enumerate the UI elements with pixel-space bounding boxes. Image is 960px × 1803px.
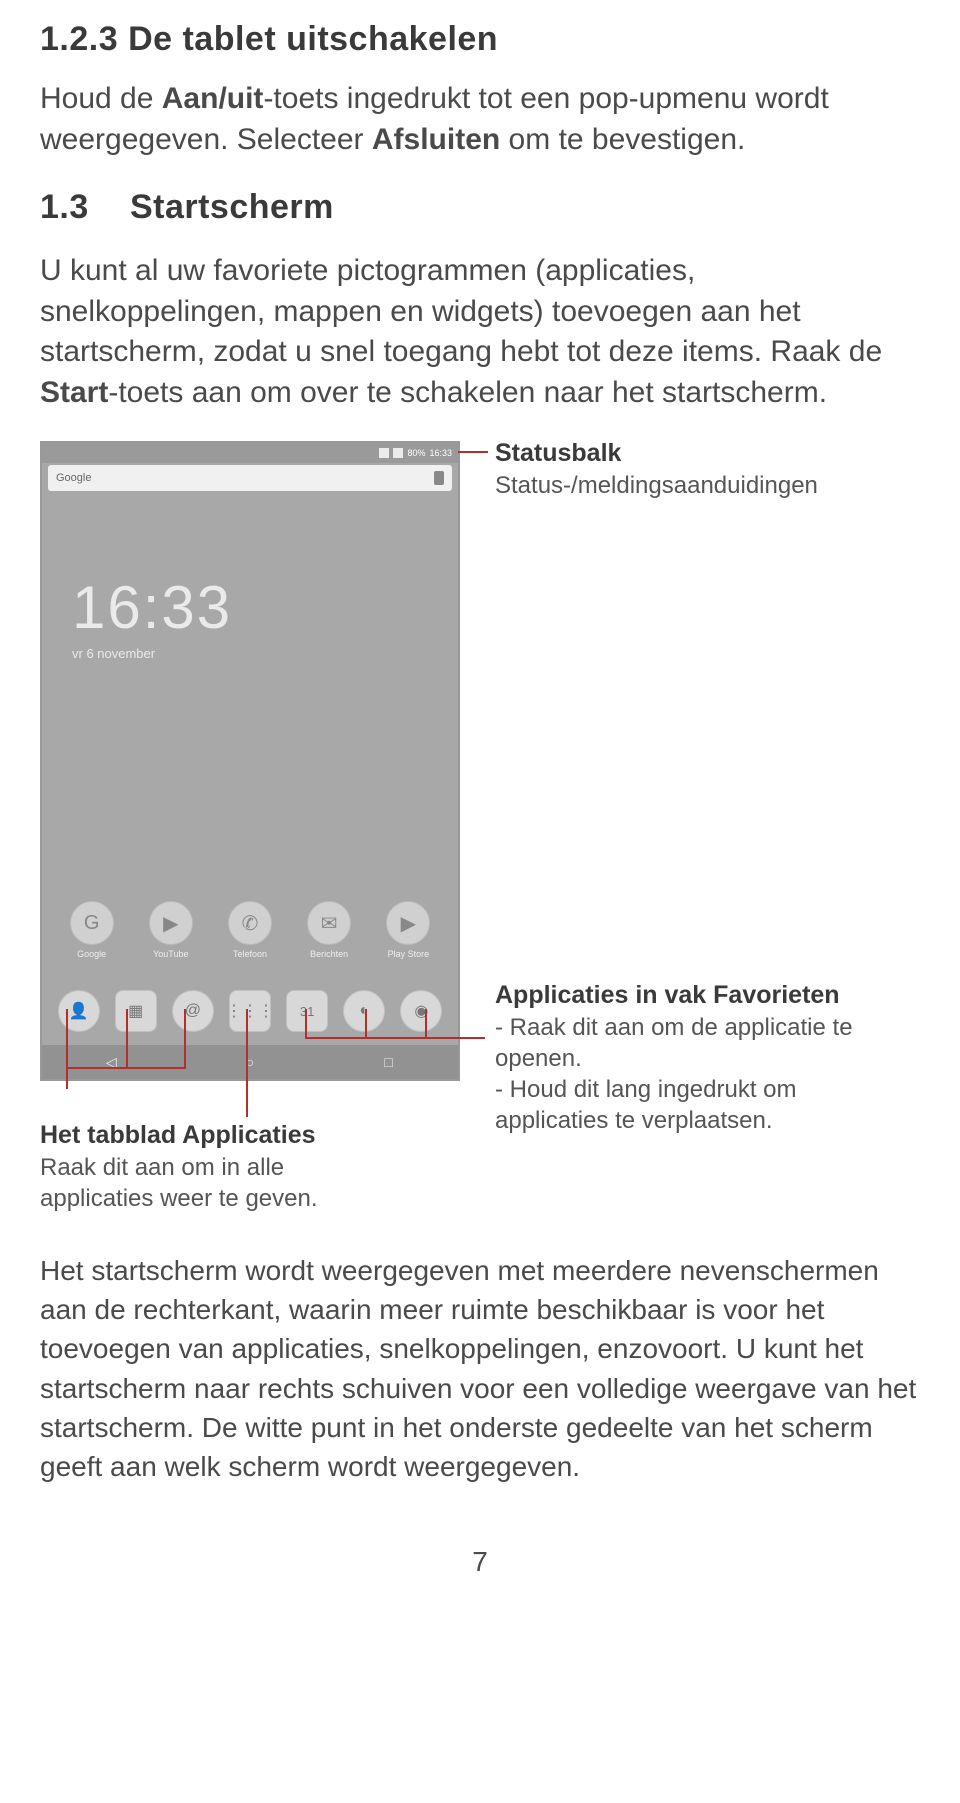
signal-icon <box>393 448 403 458</box>
leader-line <box>66 1009 68 1069</box>
nav-bar: ◁ ○ □ <box>42 1045 458 1079</box>
leader-line <box>246 1009 248 1117</box>
google-label: Google <box>56 472 91 484</box>
wifi-icon <box>379 448 389 458</box>
fav-app-icon[interactable]: ▦ <box>115 990 157 1032</box>
leader-line <box>458 451 488 453</box>
status-bar: 80% 16:33 <box>42 443 458 463</box>
shortcut-label: Google <box>77 949 106 959</box>
heading-title: Startscherm <box>130 188 334 226</box>
homescreen-diagram: 80% 16:33 Google 16:33 vr 6 november G Go… <box>40 441 920 1221</box>
clock-widget: 16:33 vr 6 november <box>72 573 232 661</box>
clock-time: 16:33 <box>72 573 232 642</box>
leader-line <box>126 1009 128 1069</box>
leader-line <box>66 1067 186 1069</box>
shortcut-label: YouTube <box>153 949 188 959</box>
text-bold: Start <box>40 376 108 409</box>
footer-para: Het startscherm wordt weergegeven met me… <box>40 1251 920 1486</box>
shortcut-row: G Google ▶ YouTube ✆ Telefoon ✉ Berichten ▶ P… <box>42 901 458 959</box>
shortcut-item[interactable]: G Google <box>70 901 114 959</box>
shortcut-label: Berichten <box>310 949 348 959</box>
text-bold: Afsluiten <box>372 123 500 156</box>
app-icon: ✉ <box>307 901 351 945</box>
app-icon: ▶ <box>386 901 430 945</box>
callout-favtray: Applicaties in vak Favorieten - Raak dit… <box>495 979 915 1136</box>
leader-line <box>184 1009 186 1069</box>
heading-1-2-3: 1.2.3 De tablet uitschakelen <box>40 20 920 59</box>
heading-num: 1.3 <box>40 188 120 227</box>
recent-button[interactable]: □ <box>381 1054 397 1070</box>
home-button[interactable]: ○ <box>242 1054 258 1070</box>
callout-appstab: Het tabblad Applicaties Raak dit aan om … <box>40 1119 400 1214</box>
google-search-bar[interactable]: Google <box>48 465 452 491</box>
para-1-3: U kunt al uw favoriete pictogrammen (app… <box>40 251 920 413</box>
fav-app-icon[interactable]: ◉ <box>400 990 442 1032</box>
shortcut-label: Play Store <box>388 949 430 959</box>
favorites-tray: 👤 ▦ @ ⋮⋮⋮ 31 ◐ ◉ <box>42 981 458 1041</box>
app-icon: ▶ <box>149 901 193 945</box>
leader-line <box>365 1009 367 1039</box>
leader-line <box>66 1067 68 1089</box>
shortcut-item[interactable]: ✉ Berichten <box>307 901 351 959</box>
shortcut-label: Telefoon <box>233 949 267 959</box>
callout-title: Statusbalk <box>495 437 905 470</box>
page-number: 7 <box>40 1546 920 1578</box>
clock-date: vr 6 november <box>72 646 232 661</box>
heading-1-3: 1.3 Startscherm <box>40 188 920 227</box>
fav-app-icon[interactable]: 31 <box>286 990 328 1032</box>
callout-text: Raak dit aan om in alle applicaties weer… <box>40 1152 400 1214</box>
text: Houd de <box>40 82 162 115</box>
fav-app-icon[interactable]: 👤 <box>58 990 100 1032</box>
status-time: 16:33 <box>429 448 452 458</box>
para-1-2-3: Houd de Aan/uit-toets ingedrukt tot een … <box>40 79 920 160</box>
callout-text: Status-/meldingsaanduidingen <box>495 470 905 501</box>
shortcut-item[interactable]: ▶ YouTube <box>149 901 193 959</box>
app-icon: ✆ <box>228 901 272 945</box>
shortcut-item[interactable]: ▶ Play Store <box>386 901 430 959</box>
callout-text: - Houd dit lang ingedrukt om applicaties… <box>495 1074 915 1136</box>
text: U kunt al uw favoriete pictogrammen (app… <box>40 254 882 368</box>
battery-text: 80% <box>407 448 425 458</box>
leader-line <box>425 1009 427 1039</box>
app-icon: G <box>70 901 114 945</box>
apps-tab-icon[interactable]: ⋮⋮⋮ <box>229 990 271 1032</box>
tablet-mock: 80% 16:33 Google 16:33 vr 6 november G Go… <box>40 441 460 1081</box>
shortcut-item[interactable]: ✆ Telefoon <box>228 901 272 959</box>
text-bold: Aan/uit <box>162 82 264 115</box>
leader-line <box>305 1009 307 1039</box>
callout-title: Het tabblad Applicaties <box>40 1119 400 1152</box>
fav-app-icon[interactable]: @ <box>172 990 214 1032</box>
text: -toets aan om over te schakelen naar het… <box>108 376 827 409</box>
leader-line <box>305 1037 485 1039</box>
mic-icon <box>434 471 444 485</box>
callout-statusbar: Statusbalk Status-/meldingsaanduidingen <box>495 437 905 501</box>
text: om te bevestigen. <box>500 123 745 156</box>
callout-text: - Raak dit aan om de applicatie te opene… <box>495 1012 915 1074</box>
callout-title: Applicaties in vak Favorieten <box>495 979 915 1012</box>
